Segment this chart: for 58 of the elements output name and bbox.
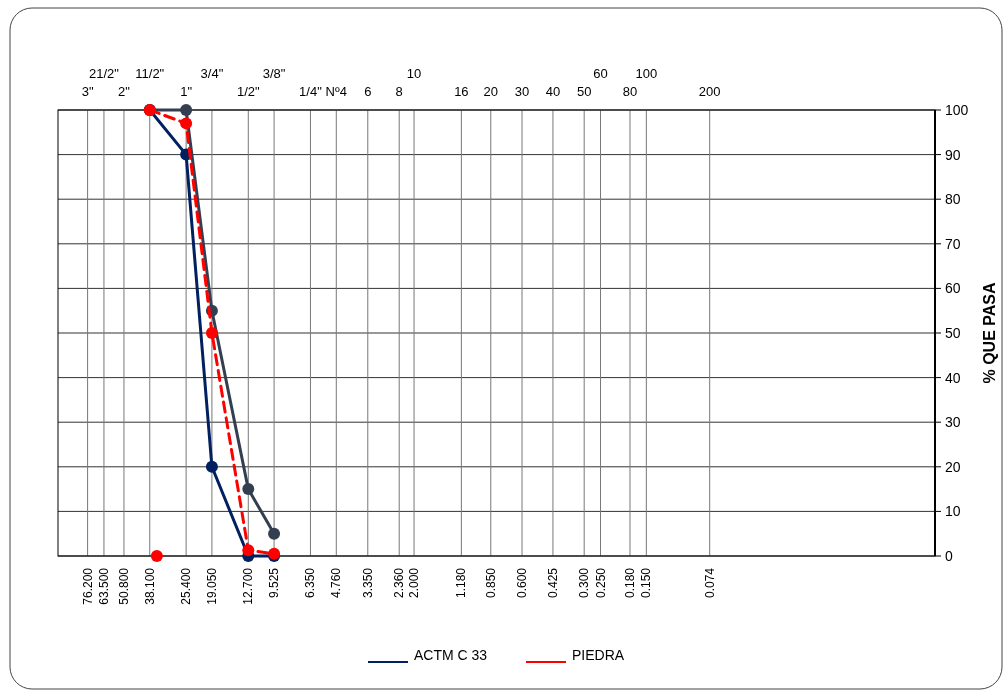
x-tick-label: 0.425 [545,567,560,599]
y-tick-label: 10 [945,503,961,520]
text: 6 [364,84,372,99]
text: 16 [454,84,469,99]
y-tick-label: 50 [945,325,961,341]
text: Nº4 [325,84,347,99]
x-tick-label: 50.800 [116,567,131,605]
x-tick-label: 0.300 [577,567,592,599]
text: 3/4" [200,66,224,81]
text: 200 [698,84,721,99]
text: 100 [635,66,658,81]
text: 50 [576,84,592,99]
y-tick-label: 40 [945,369,961,386]
x-tick-label: 0.180 [622,567,637,599]
x-tick-label: 3.350 [360,567,375,599]
y-tick-label: 90 [945,146,961,163]
text: 40 [545,84,561,99]
text: 10 [406,66,422,81]
y-axis-title: % QUE PASA [981,282,998,384]
text: 2" [118,84,131,99]
text: 11/2" [135,66,165,81]
text: 3/8" [262,66,286,81]
y-tick-label: 80 [945,191,961,208]
x-tick-label: 0.850 [483,567,498,599]
y-tick-label: 100 [945,102,969,118]
x-tick-label: 0.150 [639,567,654,599]
x-tick-label: 6.350 [303,567,318,599]
x-tick-label: 63.500 [96,567,111,605]
text: 3" [81,84,94,99]
x-tick-label: 19.050 [204,567,219,605]
text: 20 [483,84,499,99]
legend-label: ACTM C 33 [414,647,488,663]
y-tick-label: 60 [945,280,961,297]
text: 80 [622,84,638,99]
text: 30 [514,84,530,99]
text: 1/4" [299,84,323,99]
y-tick-label: 0 [945,548,953,564]
y-tick-label: 20 [945,458,961,475]
x-tick-label: 0.074 [702,567,717,599]
legend-label: PIEDRA [572,647,625,663]
x-tick-label: 9.525 [267,567,282,599]
x-tick-label: 4.760 [329,567,344,599]
text: 21/2" [88,66,120,81]
y-tick-label: 30 [945,414,961,431]
x-tick-label: 38.100 [142,567,157,605]
text: 1" [180,84,193,99]
x-tick-label: 12.700 [241,567,256,605]
text: 60 [593,66,608,81]
x-tick-label: 0.250 [593,567,608,599]
x-tick-label: 0.600 [515,567,530,599]
x-tick-label: 2.360 [392,567,407,599]
text: 1/2" [236,84,261,99]
x-tick-label: 76.200 [80,567,95,605]
y-tick-label: 70 [945,235,961,252]
text: 8 [395,84,403,99]
x-tick-label: 2.000 [407,567,422,599]
x-tick-label: 1.180 [454,567,469,599]
x-tick-label: 25.400 [179,567,194,605]
